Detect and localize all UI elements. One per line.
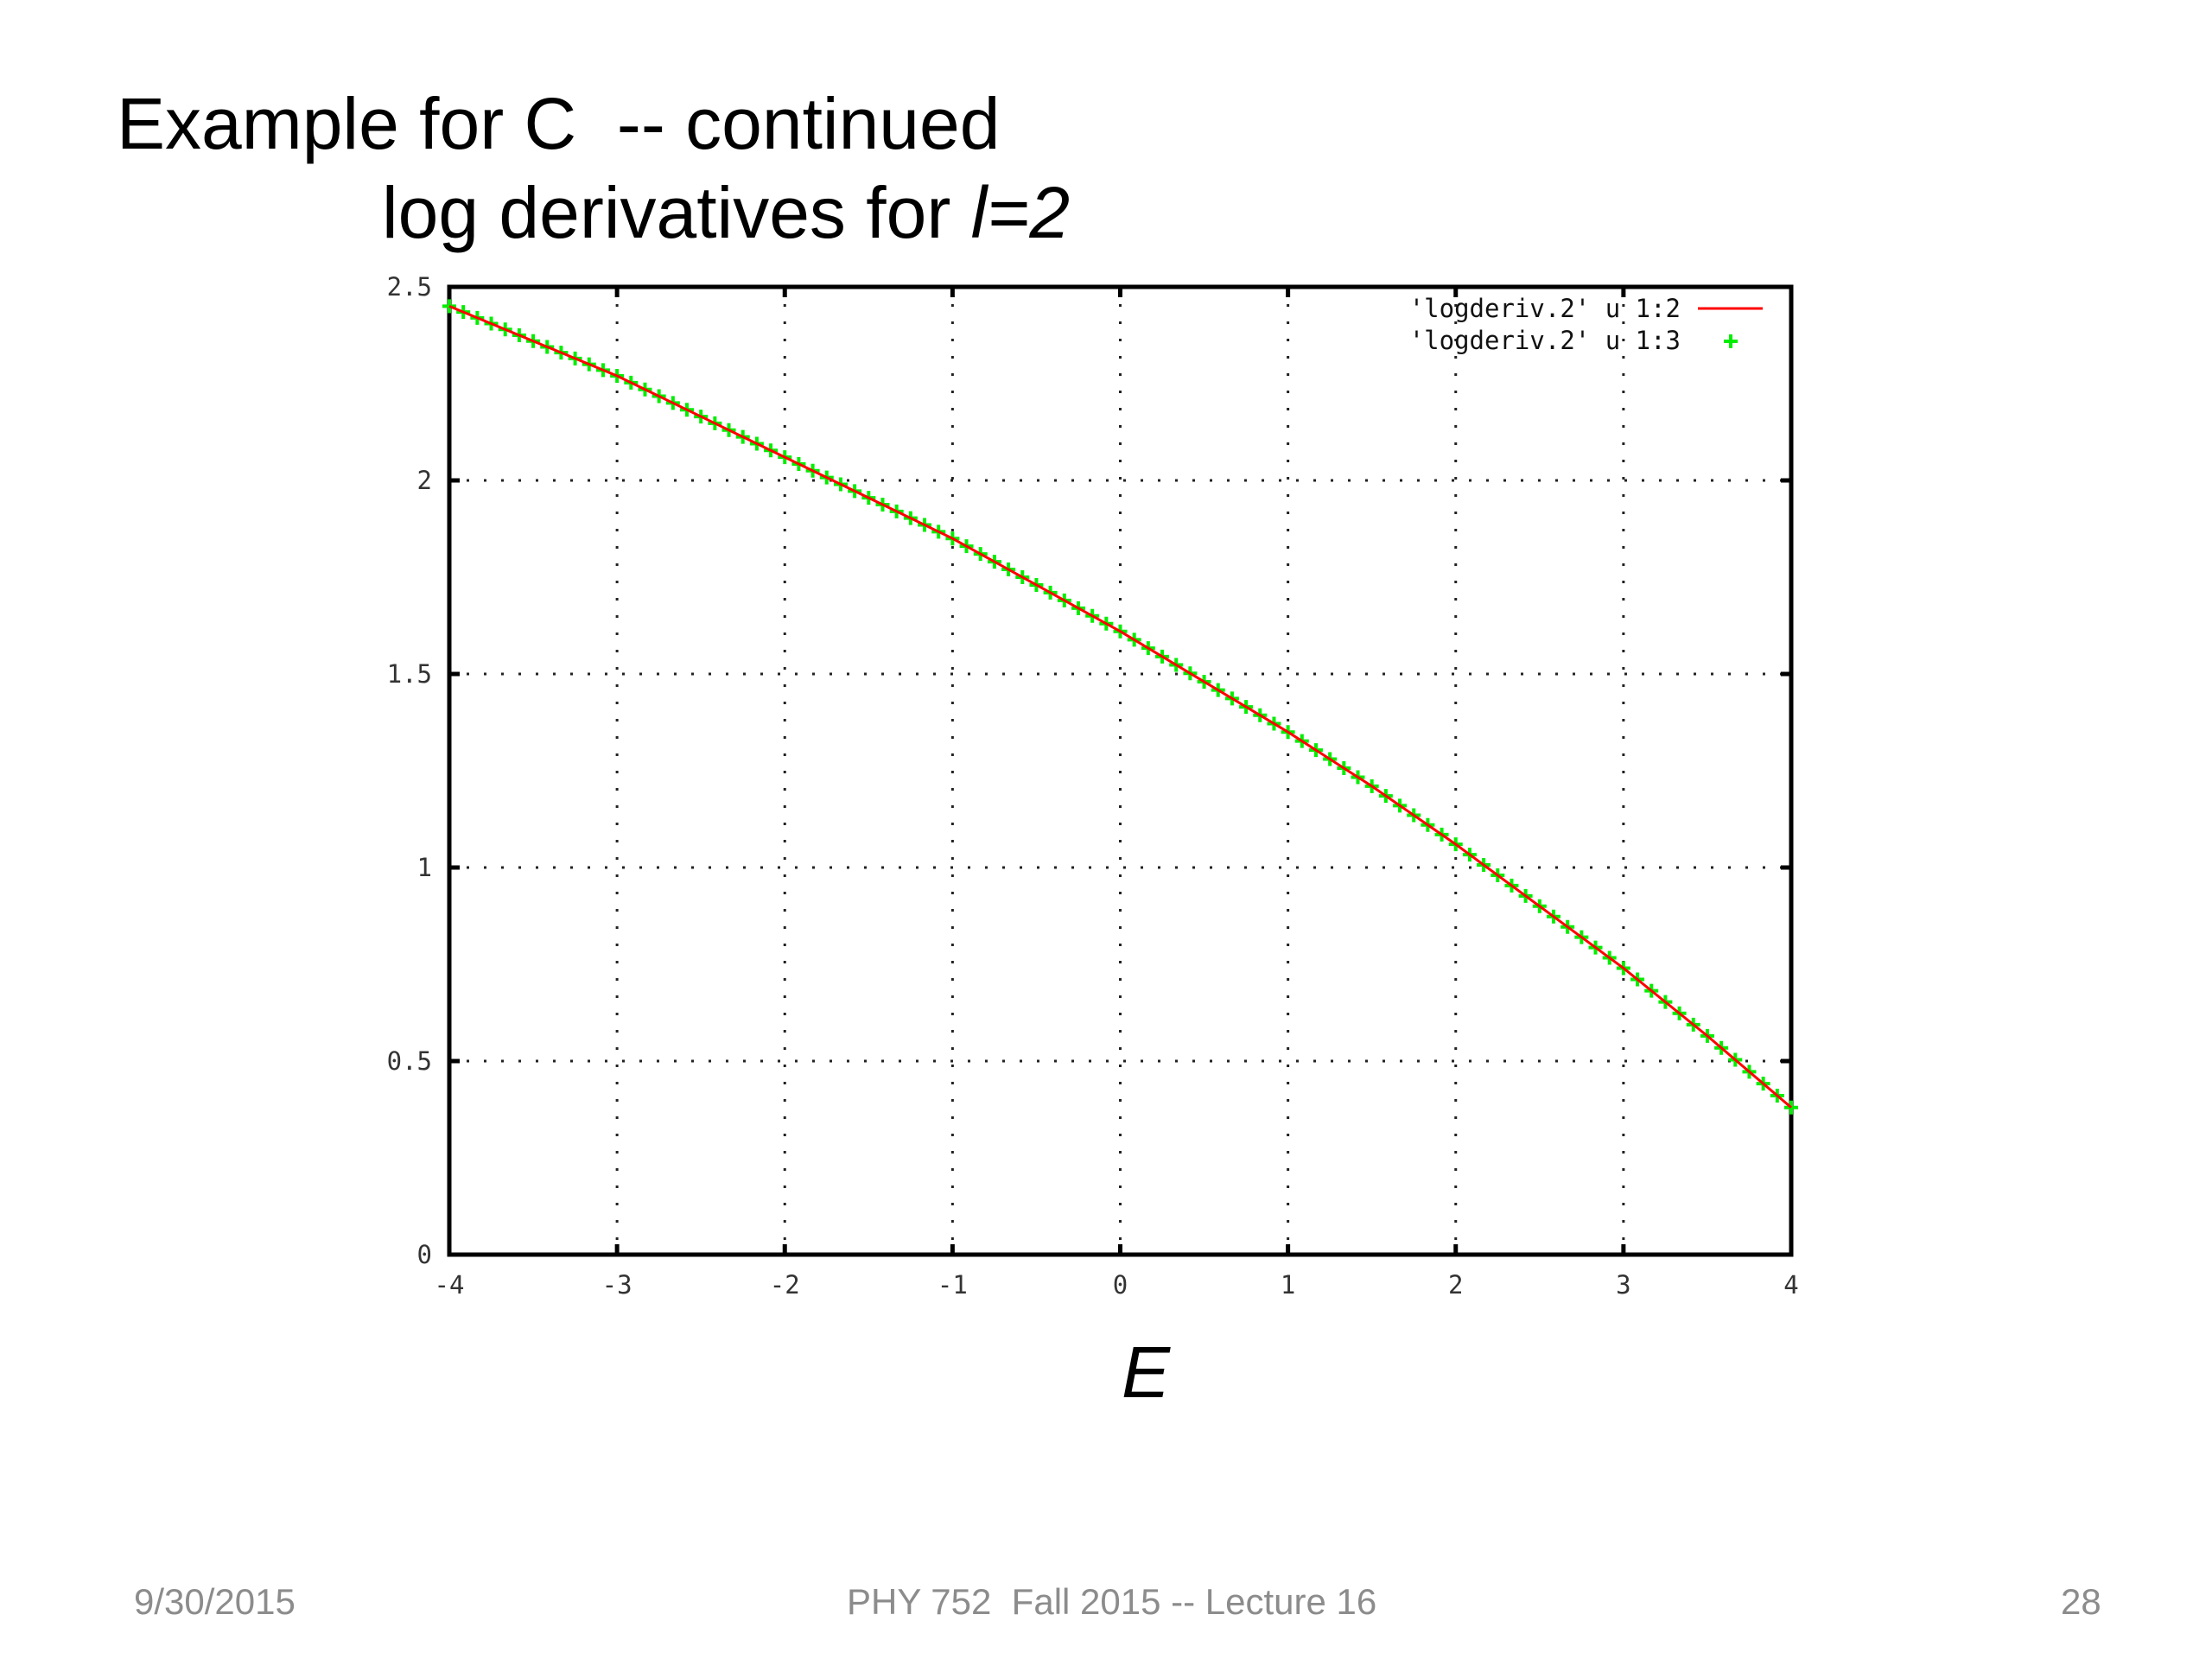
subtitle-text: log derivatives for: [382, 172, 971, 253]
x-tick-label: -4: [435, 1270, 465, 1300]
y-tick-label: 0: [417, 1240, 432, 1269]
legend-label-series2: 'logderiv.2' u 1:3: [1409, 326, 1681, 355]
y-tick-label: 1.5: [387, 659, 432, 689]
x-tick-label: -3: [602, 1270, 632, 1300]
slide-title: Example for C -- continued: [117, 83, 1001, 164]
footer-page-number: 28: [2061, 1581, 2101, 1622]
x-tick-label: 0: [1113, 1270, 1128, 1300]
slide-subtitle: log derivatives for l=2: [382, 171, 1070, 255]
x-tick-label: 3: [1616, 1270, 1630, 1300]
x-tick-label: 4: [1783, 1270, 1798, 1300]
footer-date: 9/30/2015: [134, 1581, 296, 1622]
y-tick-label: 2: [417, 466, 432, 495]
y-tick-label: 0.5: [387, 1046, 432, 1076]
x-tick-label: 1: [1281, 1270, 1295, 1300]
x-tick-label: -2: [770, 1270, 800, 1300]
legend-label-series1: 'logderiv.2' u 1:2: [1409, 294, 1681, 323]
x-axis-label: E: [1122, 1332, 1171, 1413]
legend-plus-green: [1724, 334, 1738, 348]
footer-center: PHY 752 Fall 2015 -- Lecture 16: [847, 1581, 1377, 1622]
plot-frame: [447, 284, 1794, 1257]
y-tick-label: 2.5: [387, 272, 432, 302]
subtitle-italic: l=2: [970, 172, 1071, 253]
series-line-logderiv-u12: [448, 305, 1792, 1109]
y-tick-label: 1: [417, 853, 432, 882]
x-tick-label: 2: [1448, 1270, 1463, 1300]
x-tick-label: -1: [938, 1270, 968, 1300]
